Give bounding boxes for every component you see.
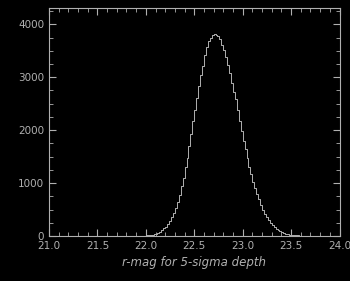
X-axis label: r-mag for 5-sigma depth: r-mag for 5-sigma depth [122, 257, 266, 269]
